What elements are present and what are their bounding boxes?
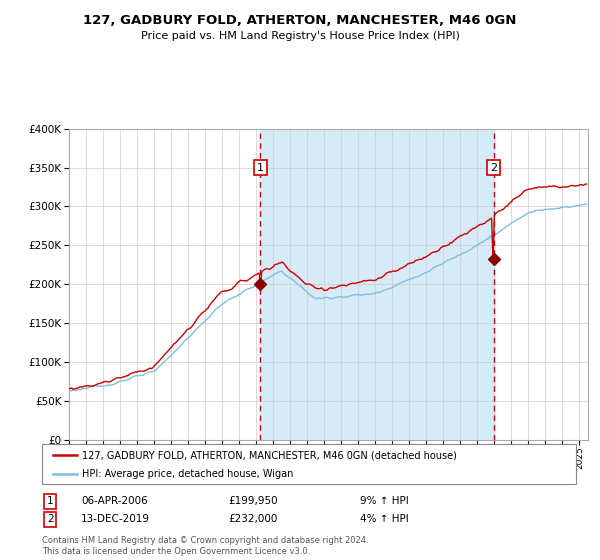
Text: 2: 2 (47, 514, 54, 524)
Text: £199,950: £199,950 (228, 496, 278, 506)
Text: 1: 1 (47, 496, 54, 506)
Text: 2: 2 (490, 162, 497, 172)
Text: HPI: Average price, detached house, Wigan: HPI: Average price, detached house, Wiga… (82, 469, 293, 479)
Text: 9% ↑ HPI: 9% ↑ HPI (360, 496, 409, 506)
Text: Price paid vs. HM Land Registry's House Price Index (HPI): Price paid vs. HM Land Registry's House … (140, 31, 460, 41)
Text: 127, GADBURY FOLD, ATHERTON, MANCHESTER, M46 0GN (detached house): 127, GADBURY FOLD, ATHERTON, MANCHESTER,… (82, 450, 457, 460)
Text: 06-APR-2006: 06-APR-2006 (81, 496, 148, 506)
Text: £232,000: £232,000 (228, 514, 277, 524)
Bar (260, 129, 494, 440)
Text: 13-DEC-2019: 13-DEC-2019 (81, 514, 150, 524)
Text: 127, GADBURY FOLD, ATHERTON, MANCHESTER, M46 0GN: 127, GADBURY FOLD, ATHERTON, MANCHESTER,… (83, 14, 517, 27)
Text: 1: 1 (257, 162, 264, 172)
Text: 4% ↑ HPI: 4% ↑ HPI (360, 514, 409, 524)
Text: Contains HM Land Registry data © Crown copyright and database right 2024.
This d: Contains HM Land Registry data © Crown c… (42, 536, 368, 556)
